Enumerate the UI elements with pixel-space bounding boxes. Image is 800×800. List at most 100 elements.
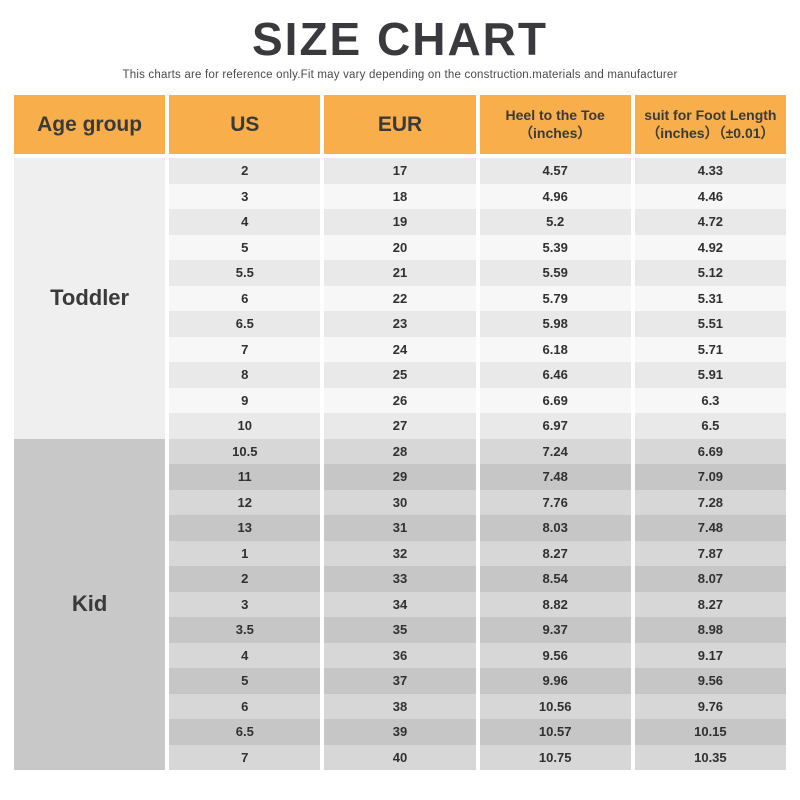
table-cell: 3 <box>169 591 321 617</box>
table-cell: 4.46 <box>634 183 786 209</box>
age-group-cell-toddler: Toddler <box>14 158 166 439</box>
table-cell: 6.5 <box>634 413 786 439</box>
table-cell: 5.39 <box>479 234 631 260</box>
table-cell: 29 <box>324 464 476 490</box>
table-cell: 20 <box>324 234 476 260</box>
table-cell: 31 <box>324 515 476 541</box>
header-line: （inches）（±0.01） <box>646 124 775 141</box>
table-cell: 6.69 <box>634 438 786 464</box>
table-cell: 2 <box>169 158 321 184</box>
table-cell: 19 <box>324 209 476 235</box>
table-cell: 33 <box>324 566 476 592</box>
table-cell: 4.96 <box>479 183 631 209</box>
table-cell: 18 <box>324 183 476 209</box>
header-age-group: Age group <box>14 95 166 154</box>
table-cell: 4.57 <box>479 158 631 184</box>
table-cell: 6.18 <box>479 336 631 362</box>
table-cell: 6 <box>169 285 321 311</box>
table-cell: 39 <box>324 719 476 745</box>
table-cell: 10.15 <box>634 719 786 745</box>
table-cell: 6.3 <box>634 387 786 413</box>
table-cell: 6.46 <box>479 362 631 388</box>
table-cell: 5.98 <box>479 311 631 337</box>
table-cell: 10.56 <box>479 693 631 719</box>
table-cell: 6.5 <box>169 311 321 337</box>
age-group-cell-kid: Kid <box>14 438 166 770</box>
table-cell: 8.54 <box>479 566 631 592</box>
table-cell: 22 <box>324 285 476 311</box>
table-cell: 9.17 <box>634 642 786 668</box>
table-cell: 37 <box>324 668 476 694</box>
table-cell: 5 <box>169 668 321 694</box>
table-cell: 4.72 <box>634 209 786 235</box>
table-cell: 6.97 <box>479 413 631 439</box>
table-cell: 38 <box>324 693 476 719</box>
table-cell: 5.59 <box>479 260 631 286</box>
table-cell: 4.92 <box>634 234 786 260</box>
table-cell: 8 <box>169 362 321 388</box>
table-body: Toddler 2 17 4.57 4.33 3 18 4.96 4.46 4 19 5.2 4.72 5… <box>14 158 786 770</box>
table-cell: 10 <box>169 413 321 439</box>
table-cell: 5.91 <box>634 362 786 388</box>
table-cell: 8.03 <box>479 515 631 541</box>
table-cell: 32 <box>324 540 476 566</box>
table-cell: 7 <box>169 744 321 770</box>
table-cell: 25 <box>324 362 476 388</box>
table-cell: 35 <box>324 617 476 643</box>
header-line: Heel to the Toe <box>505 107 605 123</box>
table-cell: 7.76 <box>479 489 631 515</box>
table-cell: 10.5 <box>169 438 321 464</box>
table-cell: 23 <box>324 311 476 337</box>
table-cell: 4 <box>169 642 321 668</box>
table-cell: 21 <box>324 260 476 286</box>
table-cell: 5.51 <box>634 311 786 337</box>
table-cell: 5.31 <box>634 285 786 311</box>
table-cell: 34 <box>324 591 476 617</box>
table-cell: 7.28 <box>634 489 786 515</box>
header-line: suit for Foot Length <box>644 107 777 123</box>
table-cell: 27 <box>324 413 476 439</box>
header-foot-length: suit for Foot Length （inches）（±0.01） <box>634 95 786 154</box>
table-cell: 26 <box>324 387 476 413</box>
table-cell: 7.24 <box>479 438 631 464</box>
table-cell: 6.5 <box>169 719 321 745</box>
table-cell: 8.98 <box>634 617 786 643</box>
table-cell: 7.48 <box>634 515 786 541</box>
table-cell: 7.09 <box>634 464 786 490</box>
table-cell: 8.82 <box>479 591 631 617</box>
header-eur: EUR <box>324 95 476 154</box>
header-heel-to-toe: Heel to the Toe （inches） <box>479 95 631 154</box>
header-line: （inches） <box>519 124 592 141</box>
table-cell: 3 <box>169 183 321 209</box>
table-cell: 40 <box>324 744 476 770</box>
table-cell: 24 <box>324 336 476 362</box>
table-cell: 36 <box>324 642 476 668</box>
table-cell: 9.37 <box>479 617 631 643</box>
table-cell: 28 <box>324 438 476 464</box>
table-cell: 7.48 <box>479 464 631 490</box>
page-title: SIZE CHART <box>252 13 548 65</box>
table-cell: 4.33 <box>634 158 786 184</box>
table-cell: 9.56 <box>479 642 631 668</box>
table-cell: 2 <box>169 566 321 592</box>
table-cell: 13 <box>169 515 321 541</box>
table-cell: 10.35 <box>634 744 786 770</box>
table-header-row: Age group US EUR Heel to the Toe （inches… <box>14 95 786 154</box>
table-cell: 4 <box>169 209 321 235</box>
table-cell: 5 <box>169 234 321 260</box>
table-cell: 5.12 <box>634 260 786 286</box>
table-cell: 17 <box>324 158 476 184</box>
table-cell: 5.5 <box>169 260 321 286</box>
table-cell: 5.79 <box>479 285 631 311</box>
table-cell: 9.56 <box>634 668 786 694</box>
table-cell: 1 <box>169 540 321 566</box>
table-cell: 7 <box>169 336 321 362</box>
table-cell: 10.75 <box>479 744 631 770</box>
table-cell: 8.27 <box>479 540 631 566</box>
table-cell: 8.27 <box>634 591 786 617</box>
size-chart-table: Age group US EUR Heel to the Toe （inches… <box>14 95 786 770</box>
table-cell: 9.76 <box>634 693 786 719</box>
table-cell: 11 <box>169 464 321 490</box>
header-us: US <box>169 95 321 154</box>
